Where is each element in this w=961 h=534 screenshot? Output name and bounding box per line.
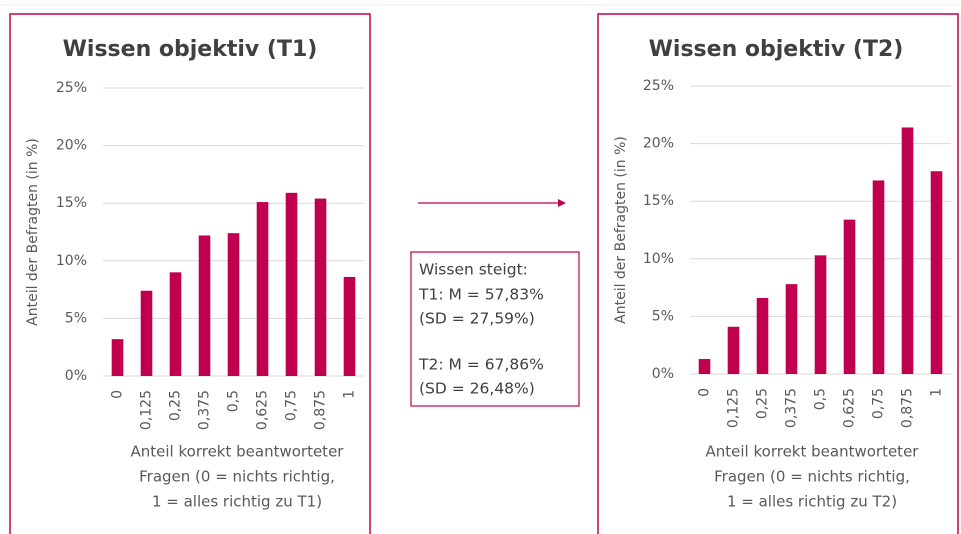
panel-frame (597, 13, 959, 534)
bar (343, 276, 356, 376)
bar (314, 198, 327, 376)
bar (843, 219, 856, 374)
y-axis-label: Anteil der Befragten (in %) (25, 138, 41, 326)
x-tick-label: 0,75 (284, 390, 300, 421)
x-tick-label: 0 (697, 388, 713, 397)
y-tick-label: 25% (643, 78, 674, 94)
bar (785, 284, 798, 374)
x-axis-label: Anteil korrekt beantworteter (706, 443, 920, 461)
bar (256, 202, 269, 376)
bar (169, 272, 182, 376)
bar (756, 297, 769, 374)
panel-frame (9, 13, 371, 534)
y-tick-label: 15% (56, 195, 87, 211)
x-tick-label: 0,375 (197, 390, 213, 430)
bar (285, 192, 298, 376)
bar (140, 290, 153, 376)
y-tick-label: 5% (65, 310, 87, 326)
x-tick-label: 0,5 (226, 390, 242, 412)
x-tick-label: 0,625 (842, 388, 858, 428)
x-tick-label: 0,5 (813, 388, 829, 410)
y-tick-label: 10% (643, 251, 674, 267)
chart-title: Wissen objektiv (T2) (649, 37, 904, 62)
y-tick-label: 20% (56, 138, 87, 154)
x-tick-label: 0,25 (168, 390, 184, 421)
x-tick-label: 0 (110, 390, 126, 399)
annotation-line: Wissen steigt: (419, 261, 528, 279)
x-tick-label: 0,375 (784, 388, 800, 428)
y-axis-label: Anteil der Befragten (in %) (613, 136, 629, 324)
x-axis-label: Anteil korrekt beantworteter (131, 443, 345, 461)
bar (227, 233, 240, 376)
y-tick-label: 20% (643, 136, 674, 152)
bar (901, 127, 914, 374)
bar (930, 171, 943, 374)
y-tick-label: 0% (652, 366, 674, 382)
bar (727, 326, 740, 374)
chart-title: Wissen objektiv (T1) (63, 37, 318, 62)
x-axis-label: 1 = alles richtig zu T1) (152, 493, 322, 511)
x-tick-label: 0,25 (755, 388, 771, 419)
x-tick-label: 0,125 (139, 390, 155, 430)
bar (814, 255, 827, 374)
annotation-box (410, 251, 580, 407)
bar (198, 235, 211, 376)
x-axis-label: 1 = alles richtig zu T2) (727, 493, 897, 511)
x-tick-label: 0,875 (313, 390, 329, 430)
x-tick-label: 0,875 (900, 388, 916, 428)
annotation-line: (SD = 27,59%) (419, 310, 535, 328)
x-tick-label: 1 (929, 388, 945, 397)
bar (111, 339, 124, 376)
x-tick-label: 1 (342, 390, 358, 399)
y-tick-label: 25% (56, 80, 87, 96)
y-tick-label: 5% (652, 308, 674, 324)
x-axis-label: Fragen (0 = nichts richtig, (714, 468, 910, 486)
annotation-line: (SD = 26,48%) (419, 380, 535, 398)
arrow-head (558, 199, 566, 207)
x-tick-label: 0,625 (255, 390, 271, 430)
y-tick-label: 0% (65, 368, 87, 384)
x-tick-label: 0,125 (726, 388, 742, 428)
bar (872, 180, 885, 374)
y-tick-label: 10% (56, 253, 87, 269)
x-axis-label: Fragen (0 = nichts richtig, (139, 468, 335, 486)
x-tick-label: 0,75 (871, 388, 887, 419)
annotation-line: T2: M = 67,86% (418, 356, 544, 374)
bar (698, 359, 711, 374)
y-tick-label: 15% (643, 193, 674, 209)
annotation-line: T1: M = 57,83% (418, 286, 544, 304)
